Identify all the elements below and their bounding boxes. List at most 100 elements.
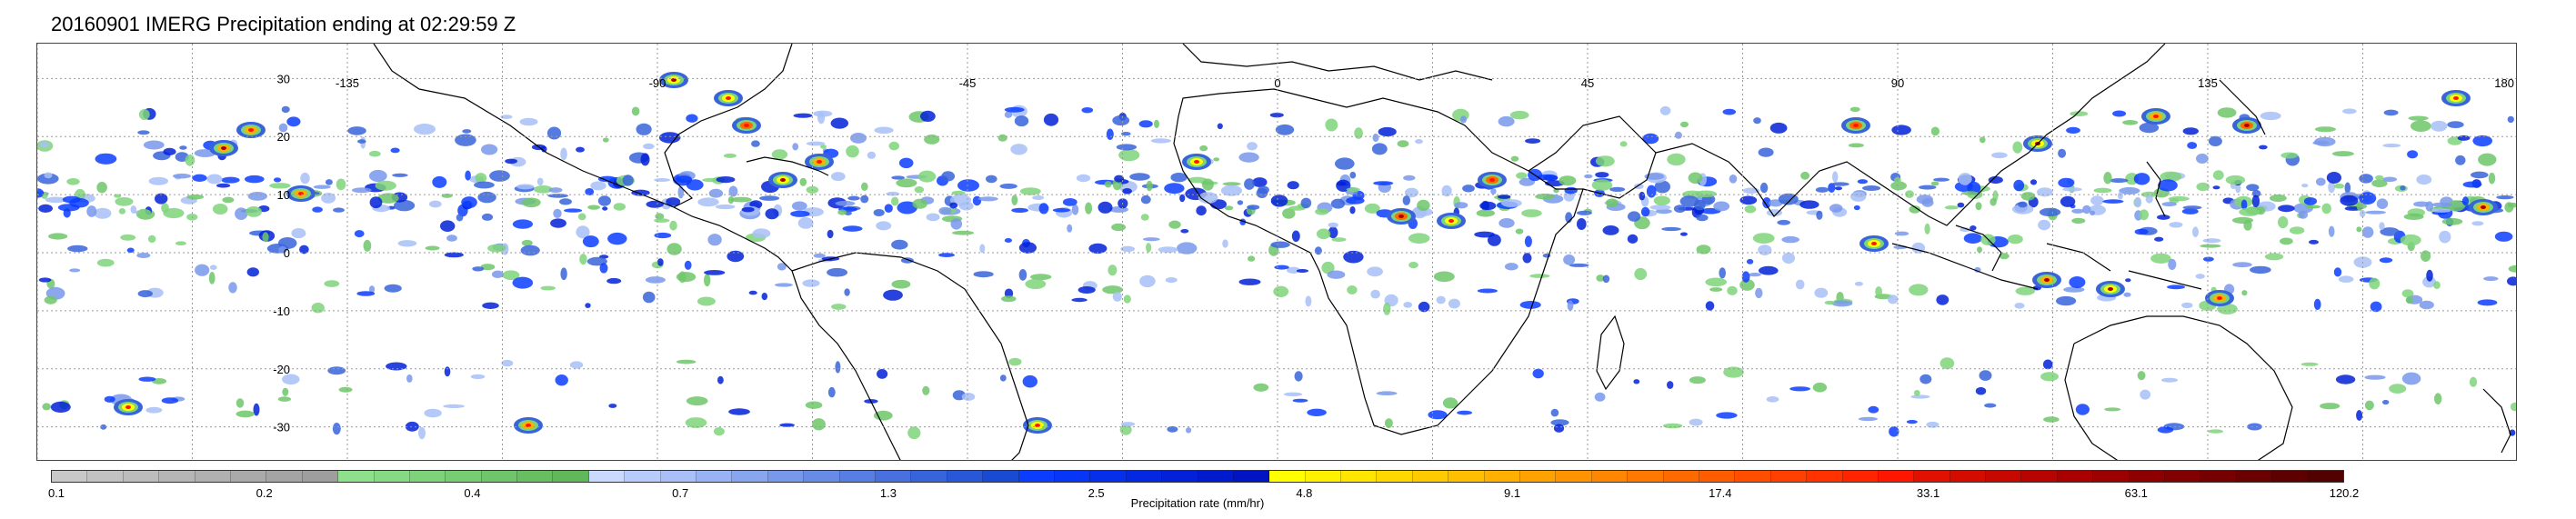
precip-cell [697, 296, 716, 306]
precip-cell [2208, 429, 2224, 434]
colorbar-segment [1699, 471, 1736, 482]
precip-cell [2280, 237, 2293, 245]
precip-cell [2400, 234, 2421, 246]
precip-cell [920, 110, 936, 122]
precip-cell [587, 205, 600, 210]
precip-cell [1014, 115, 1029, 127]
precip-cell [406, 374, 413, 383]
precip-cell [137, 130, 150, 135]
precip-cell [774, 283, 793, 287]
precip-cell [86, 205, 97, 217]
precip-cell [1854, 281, 1863, 286]
precip-cell [2469, 376, 2478, 387]
longitude-label: 135 [2198, 76, 2218, 90]
precip-cell [831, 304, 847, 310]
precip-cell [332, 423, 341, 435]
precip-cell [462, 129, 472, 134]
precip-cell [69, 268, 81, 273]
precip-cell [999, 183, 1017, 189]
precip-cell [1848, 143, 1864, 148]
precip-cell [1010, 144, 1027, 155]
precip-cell [842, 225, 863, 232]
map-title: 20160901 IMERG Precipitation ending at 0… [51, 13, 516, 35]
precip-cell [1963, 233, 1982, 244]
precip-cell [2139, 122, 2160, 134]
precip-cell [1011, 195, 1018, 205]
coastline-new-zealand [2482, 388, 2511, 454]
precip-cell [1957, 202, 1965, 208]
storm-core [1035, 424, 1040, 427]
precip-cell [658, 132, 681, 144]
colorbar-tick-label: 0.1 [47, 486, 65, 500]
precip-cell [1180, 229, 1189, 234]
precip-cell [759, 195, 780, 201]
precip-cell [1335, 157, 1355, 170]
precip-cell [1689, 418, 1703, 426]
precip-cell [2200, 244, 2221, 248]
precip-cell [608, 404, 617, 408]
storm-core [780, 178, 786, 182]
precip-cell [686, 114, 698, 123]
precip-cell [2356, 226, 2362, 233]
precip-cell [2455, 155, 2466, 165]
colorbar-segment [2236, 471, 2273, 482]
precip-cell [505, 158, 517, 165]
precip-cell [1062, 198, 1078, 206]
precip-cell [704, 274, 711, 287]
precip-cell [622, 175, 634, 186]
precip-cell [1532, 368, 1544, 379]
precip-cell [1376, 391, 1398, 396]
precip-cell [1875, 286, 1882, 297]
colorbar-segment [2165, 471, 2201, 482]
precip-cell [1634, 267, 1648, 281]
longitude-label: 0 [1274, 76, 1280, 90]
precip-cell [520, 245, 540, 256]
storm-core [1853, 124, 1859, 127]
precip-cell [1919, 185, 1937, 190]
precip-cell [1067, 224, 1073, 233]
precipitation-map[interactable]: -135 -90 -45 0 45 90 135 180 30 20 10 0 -10 -20 -30 [36, 43, 2517, 461]
precip-cell [1926, 421, 1940, 428]
precip-cell [414, 124, 436, 135]
colorbar-segment [2057, 471, 2094, 482]
precip-cell [1146, 243, 1152, 253]
precip-cell [247, 192, 267, 201]
precip-cell [2011, 204, 2034, 215]
storm-core [1871, 242, 1877, 245]
precip-cell [354, 230, 365, 238]
precip-cell [546, 126, 562, 140]
precip-cell [440, 220, 456, 232]
precip-cell [835, 200, 856, 206]
precip-cell [397, 240, 417, 247]
precip-cell [2320, 403, 2340, 410]
precip-cell [590, 181, 606, 191]
precip-cell [2251, 195, 2260, 207]
precip-cell [645, 276, 666, 284]
precip-cell [96, 258, 115, 267]
precip-cell [1667, 381, 1674, 389]
precip-cell [2109, 178, 2129, 184]
precip-cell [1196, 205, 1207, 216]
precip-cell [1327, 270, 1346, 279]
precip-cell [1177, 242, 1198, 255]
colorbar-segment [1269, 471, 1306, 482]
precip-cell [886, 191, 900, 196]
precip-cell [1018, 269, 1027, 281]
coastline-australia [2064, 315, 2293, 460]
precip-cell [2066, 126, 2080, 134]
precip-cell [1269, 113, 1284, 118]
colorbar-segment [1663, 471, 1699, 482]
precip-cell [654, 178, 671, 182]
precip-cell [2015, 286, 2036, 295]
colorbar-segment [409, 471, 446, 482]
precip-cell [2104, 407, 2121, 412]
precip-cell [1408, 262, 1418, 269]
colorbar-segment [1628, 471, 1664, 482]
precip-cell [867, 151, 877, 159]
colorbar-title: Precipitation rate (mm/hr) [1130, 496, 1265, 510]
colorbar-segment [1770, 471, 1808, 482]
precip-cell [2160, 171, 2182, 182]
precip-cell [1795, 279, 1805, 290]
precip-cell [728, 408, 750, 415]
precip-cell [2161, 377, 2178, 383]
